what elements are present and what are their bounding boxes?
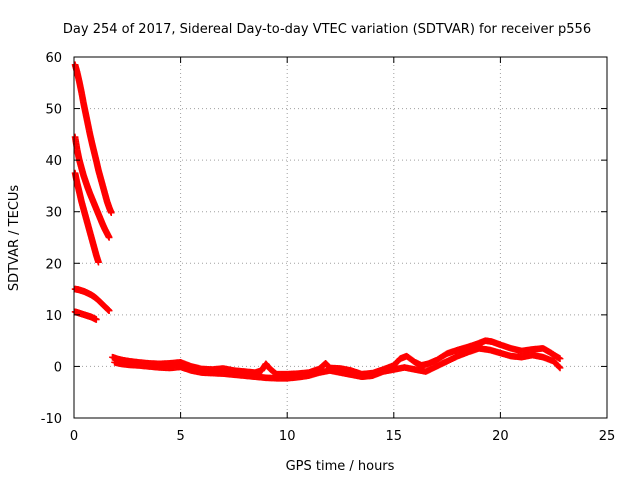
series-3 <box>71 169 102 266</box>
series-2 <box>71 133 113 241</box>
y-tick-label: 10 <box>45 309 62 324</box>
data-point <box>105 234 113 241</box>
y-axis-label: SDTVAR / TECUs <box>7 185 22 292</box>
data-point <box>95 258 102 266</box>
y-tick-label: 60 <box>45 51 62 66</box>
series-7 <box>111 345 564 382</box>
data-point <box>556 364 564 372</box>
y-tick-label: 50 <box>45 103 62 118</box>
y-tick-label: 20 <box>45 257 62 272</box>
y-tick-label: 40 <box>45 154 62 169</box>
series-4 <box>71 285 113 315</box>
chart-title: Day 254 of 2017, Sidereal Day-to-day VTE… <box>63 22 591 37</box>
x-tick-label: 25 <box>599 429 616 444</box>
data-point <box>556 355 564 362</box>
x-tick-label: 5 <box>176 429 184 444</box>
data-point <box>108 209 115 217</box>
x-tick-label: 0 <box>70 429 78 444</box>
x-axis-label: GPS time / hours <box>286 459 395 474</box>
x-tick-label: 20 <box>492 429 509 444</box>
x-tick-label: 15 <box>386 429 403 444</box>
series-5 <box>71 308 100 323</box>
y-tick-label: -10 <box>41 412 62 427</box>
data-point <box>93 316 100 323</box>
series-1 <box>71 61 115 217</box>
axis-ticks: 0 5 10 15 20 25 -10 0 10 20 30 40 50 60 <box>41 51 616 444</box>
data-point <box>105 307 113 315</box>
data-series <box>71 61 564 382</box>
y-tick-label: 0 <box>54 360 62 375</box>
y-tick-label: 30 <box>45 206 62 221</box>
plot-frame <box>73 56 608 419</box>
x-tick-label: 10 <box>279 429 296 444</box>
